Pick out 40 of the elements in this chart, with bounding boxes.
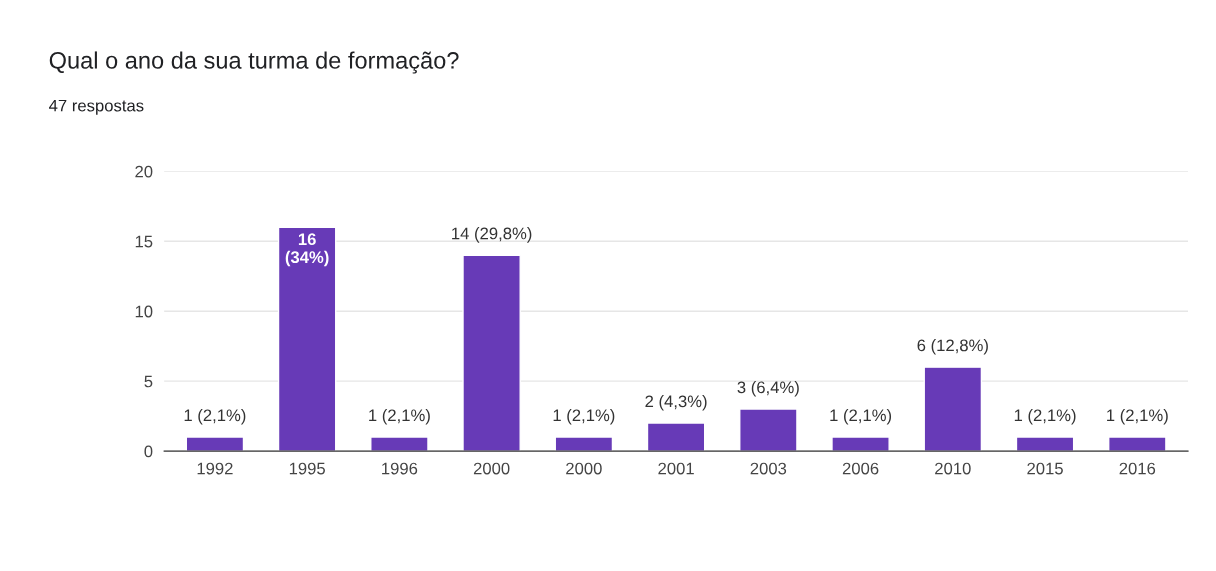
bar	[277, 226, 337, 452]
bar	[831, 436, 890, 452]
data-label: 1 (2,1%)	[184, 408, 246, 425]
y-tick-label: 5	[144, 375, 153, 388]
x-tick-label: 1995	[289, 462, 325, 475]
y-tick-label: 10	[135, 305, 153, 318]
data-label: 3 (6,4%)	[737, 380, 799, 397]
bar	[739, 408, 798, 452]
data-label: 14 (29,8%)	[452, 227, 532, 243]
data-label: 1 (2,1%)	[1014, 408, 1076, 425]
bar	[923, 366, 983, 452]
data-label: 6 (12,8%)	[917, 339, 988, 355]
x-tick-label: 1992	[197, 462, 233, 475]
x-tick-label: 2003	[750, 462, 787, 475]
bar	[185, 436, 245, 452]
x-tick-label: 2010	[935, 462, 971, 475]
data-label: 1 (2,1%)	[553, 408, 615, 425]
data-label: 2 (4,3%)	[645, 394, 707, 411]
data-label: 1 (2,1%)	[369, 408, 430, 425]
y-tick-label: 20	[135, 165, 153, 178]
data-label: 1 (2,1%)	[1107, 408, 1168, 425]
x-tick-label: 2000	[473, 462, 510, 475]
x-tick-label: 2015	[1027, 462, 1063, 475]
chart-subtitle: 47 respostas	[49, 99, 144, 115]
data-label: 16 (34%)	[285, 233, 329, 267]
x-tick-label: 2006	[842, 462, 879, 475]
bar	[370, 436, 429, 452]
y-tick-label: 0	[144, 445, 153, 458]
x-tick-label: 2016	[1119, 462, 1156, 475]
x-tick-label: 1996	[382, 462, 418, 475]
bar	[1108, 436, 1167, 452]
bar	[462, 254, 521, 452]
chart-title: Qual o ano da sua turma de formação?	[49, 51, 459, 74]
bar	[554, 436, 614, 452]
x-tick-label: 2001	[658, 462, 694, 475]
bar	[1015, 436, 1075, 452]
bar	[646, 422, 706, 452]
x-tick-label: 2000	[566, 462, 602, 475]
data-label: 1 (2,1%)	[830, 408, 892, 425]
y-tick-label: 15	[135, 235, 153, 248]
